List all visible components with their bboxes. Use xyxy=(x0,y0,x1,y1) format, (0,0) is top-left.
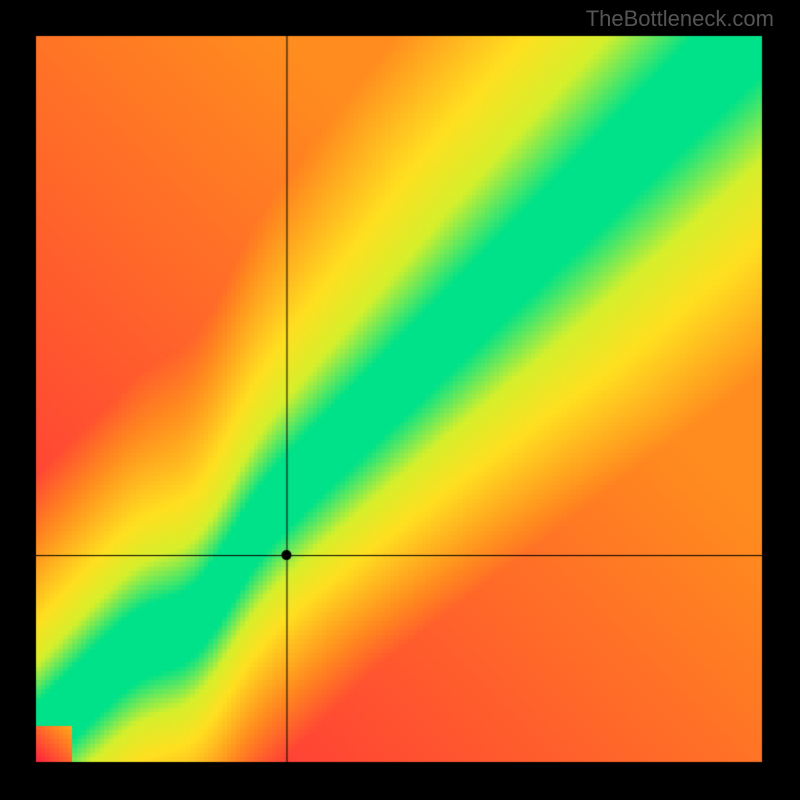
watermark-text: TheBottleneck.com xyxy=(586,6,774,32)
chart-container: TheBottleneck.com xyxy=(0,0,800,800)
heatmap-plot xyxy=(0,0,800,800)
heatmap-canvas xyxy=(0,0,800,800)
